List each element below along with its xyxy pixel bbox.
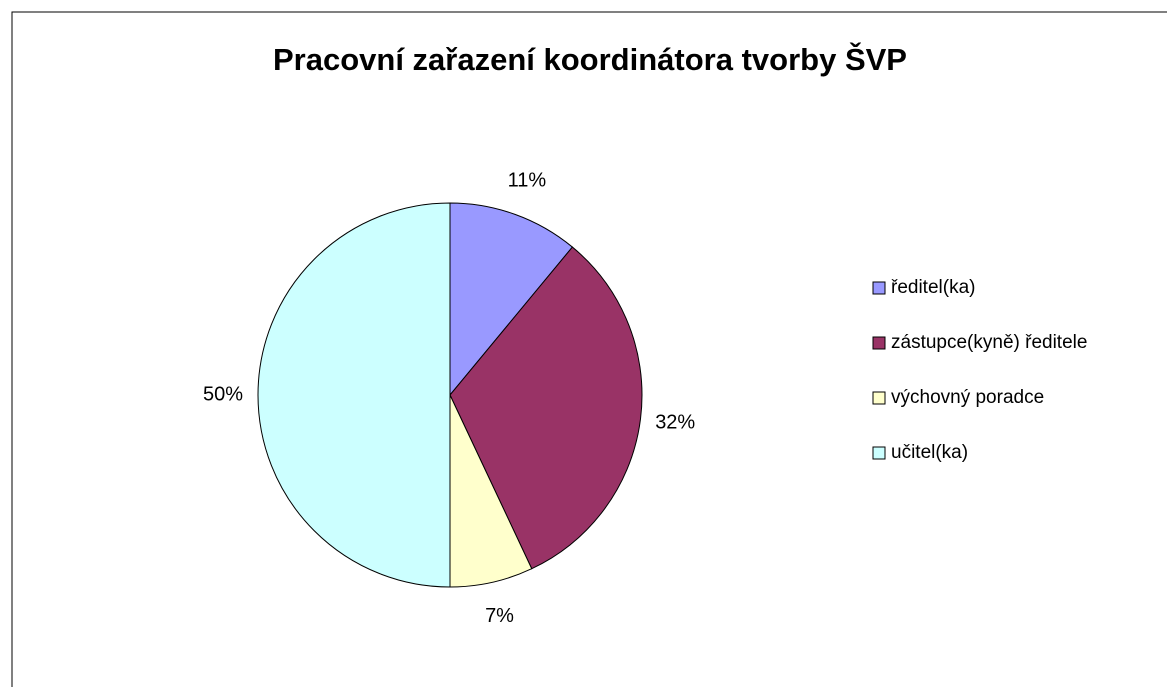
legend-label: výchovný poradce [891, 387, 1044, 408]
legend-label: ředitel(ka) [891, 277, 975, 298]
data-label: 50% [203, 383, 243, 405]
legend-swatch [872, 281, 886, 295]
legend-swatch [872, 391, 886, 405]
chart-title: Pracovní zařazení koordinátora tvorby ŠV… [273, 41, 907, 77]
data-label: 7% [485, 605, 514, 627]
data-label: 11% [508, 170, 547, 192]
data-label: 32% [655, 412, 695, 434]
legend-label: zástupce(kyně) ředitele [891, 332, 1087, 353]
legend-label: učitel(ka) [891, 442, 968, 463]
pie-slice [257, 202, 451, 588]
legend-swatch [872, 446, 886, 460]
pie-slice [449, 202, 574, 397]
legend-swatch [872, 336, 886, 350]
pie-slice [449, 246, 643, 570]
